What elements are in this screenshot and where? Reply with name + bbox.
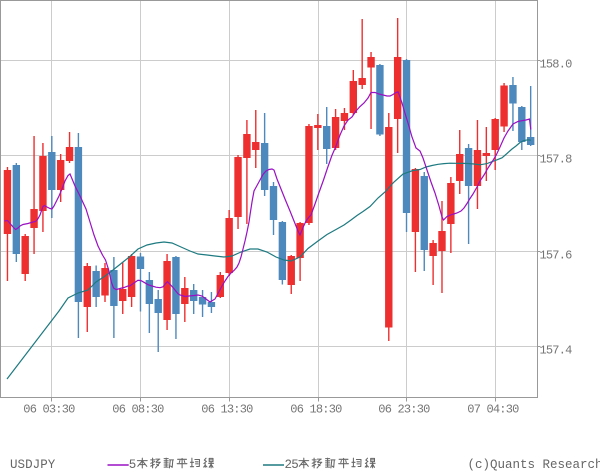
svg-text:157.4: 157.4 [540,343,573,357]
svg-text:06 18:30: 06 18:30 [290,403,342,417]
svg-text:158.0: 158.0 [540,57,573,71]
svg-text:25: 25 [285,458,299,472]
svg-text:5: 5 [129,458,137,472]
svg-text:06 03:30: 06 03:30 [23,403,75,417]
svg-text:06 08:30: 06 08:30 [112,403,164,417]
svg-text:USDJPY: USDJPY [10,458,56,472]
svg-text:06 23:30: 06 23:30 [378,403,430,417]
svg-text:07 04:30: 07 04:30 [467,403,519,417]
svg-text:(c)Quants Research: (c)Quants Research [468,458,600,472]
svg-text:157.8: 157.8 [540,152,573,166]
svg-text:06 13:30: 06 13:30 [201,403,253,417]
svg-text:157.6: 157.6 [540,248,573,262]
